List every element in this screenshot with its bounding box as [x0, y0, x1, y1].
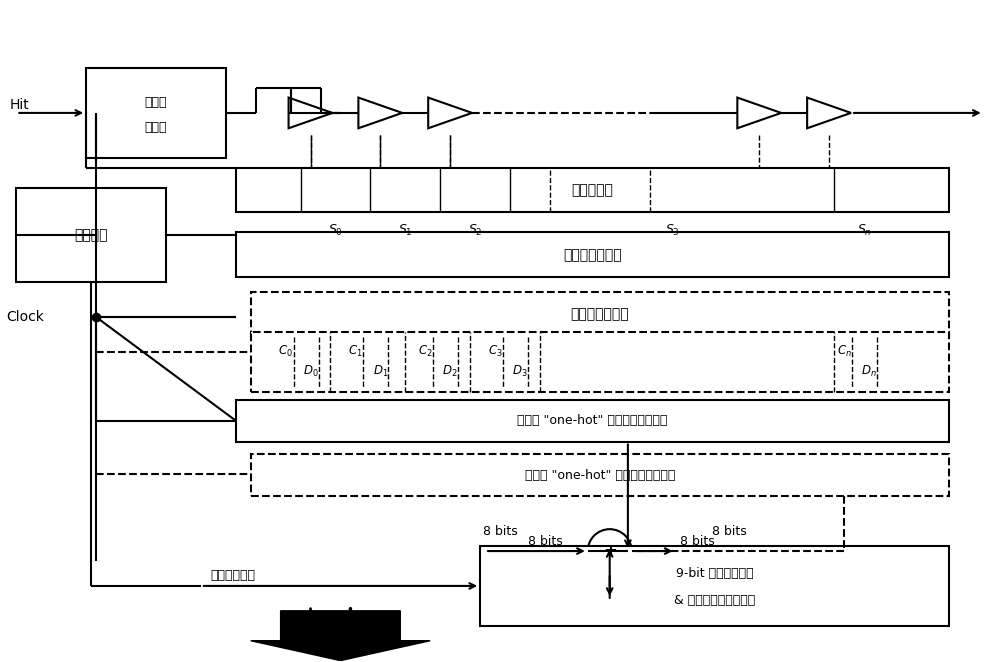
Text: $D_3$: $D_3$ [512, 364, 528, 379]
Text: 8 bits: 8 bits [712, 525, 747, 538]
Bar [236, 400, 949, 442]
Text: Hit: Hit [9, 98, 29, 112]
Text: 上升沿 "one-hot" 到二进制编码电路: 上升沿 "one-hot" 到二进制编码电路 [517, 414, 667, 427]
Text: 8 bits: 8 bits [528, 535, 562, 547]
Text: & 标定表在线更新电路: & 标定表在线更新电路 [674, 594, 755, 607]
Bar [480, 546, 949, 626]
Text: $D_2$: $D_2$ [442, 364, 458, 379]
Bar [251, 455, 949, 496]
Text: $S_n$: $S_n$ [857, 223, 871, 238]
Polygon shape [289, 97, 332, 128]
Text: $S_0$: $S_0$ [328, 223, 343, 238]
Text: 9-bit 在线标定电路: 9-bit 在线标定电路 [676, 567, 753, 581]
Text: $C_2$: $C_2$ [418, 344, 433, 359]
Polygon shape [807, 97, 851, 128]
Text: $D_1$: $D_1$ [373, 364, 388, 379]
Text: $D_n$: $D_n$ [861, 364, 877, 379]
Text: 下降沿寻找电路: 下降沿寻找电路 [570, 308, 629, 322]
Text: +: + [603, 542, 617, 560]
Text: $S_3$: $S_3$ [665, 223, 679, 238]
Text: $C_3$: $C_3$ [488, 344, 502, 359]
Text: 下降沿 "one-hot" 打二进制编码电路: 下降沿 "one-hot" 打二进制编码电路 [525, 469, 675, 482]
Text: 8 bits: 8 bits [483, 525, 517, 538]
Bar [236, 232, 949, 277]
Bar [86, 68, 226, 158]
Text: 时间标记输出: 时间标记输出 [211, 569, 256, 583]
Text: $C_n$: $C_n$ [837, 344, 851, 359]
Text: 8 bits: 8 bits [680, 535, 715, 547]
Text: $S_2$: $S_2$ [468, 223, 482, 238]
Text: $C_1$: $C_1$ [348, 344, 363, 359]
Text: 上升沿寻找电路: 上升沿寻找电路 [563, 248, 622, 261]
Text: 触发器阵列: 触发器阵列 [571, 183, 613, 197]
Bar [251, 332, 949, 392]
Polygon shape [251, 611, 430, 661]
Text: Clock: Clock [6, 310, 44, 324]
Text: $S_1$: $S_1$ [398, 223, 413, 238]
Text: $D_0$: $D_0$ [303, 364, 318, 379]
Polygon shape [358, 97, 402, 128]
Polygon shape [428, 97, 472, 128]
Text: 负脉冲: 负脉冲 [145, 97, 167, 109]
Text: $C_0$: $C_0$ [278, 344, 293, 359]
Bar [251, 292, 949, 337]
Polygon shape [737, 97, 781, 128]
Bar [16, 187, 166, 282]
Text: 粗计数器: 粗计数器 [74, 228, 108, 242]
Text: 发生器: 发生器 [145, 121, 167, 134]
Bar [236, 167, 949, 213]
